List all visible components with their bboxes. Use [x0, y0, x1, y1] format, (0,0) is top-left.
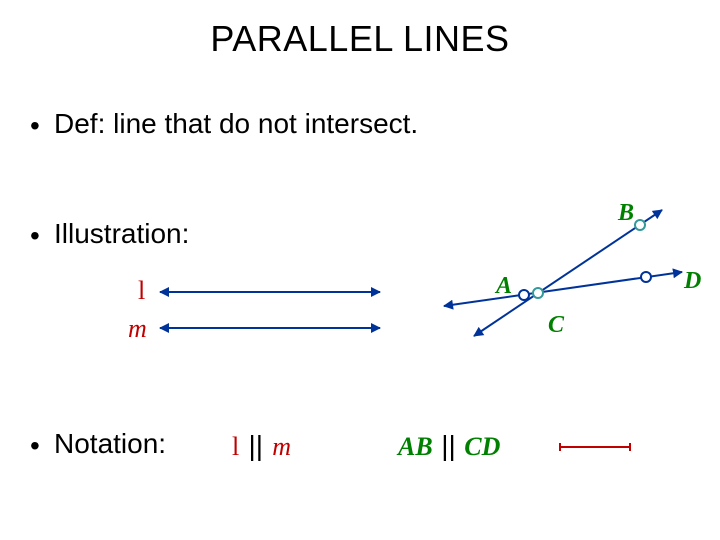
parallel-symbol-icon: || — [439, 430, 458, 461]
label-point-c: C — [548, 312, 564, 339]
notation-segment-mark — [560, 443, 630, 451]
notation-ab: AB — [398, 432, 433, 461]
label-line-l: l — [138, 276, 145, 306]
notation-m: m — [272, 432, 291, 461]
point-a — [519, 290, 529, 300]
parallel-symbol-icon: || — [246, 430, 265, 461]
notation-cd: CD — [464, 432, 500, 461]
notation-l-parallel-m: l || m — [232, 430, 291, 462]
parallel-lines-horizontal — [0, 0, 720, 540]
label-point-d: D — [684, 268, 701, 295]
point-d — [641, 272, 651, 282]
point-b — [635, 220, 645, 230]
label-line-m: m — [128, 314, 147, 344]
label-point-b: B — [618, 200, 634, 227]
notation-l: l — [232, 432, 239, 461]
label-point-a: A — [496, 273, 512, 300]
point-c — [533, 288, 543, 298]
notation-ab-parallel-cd: AB || CD — [398, 430, 500, 462]
